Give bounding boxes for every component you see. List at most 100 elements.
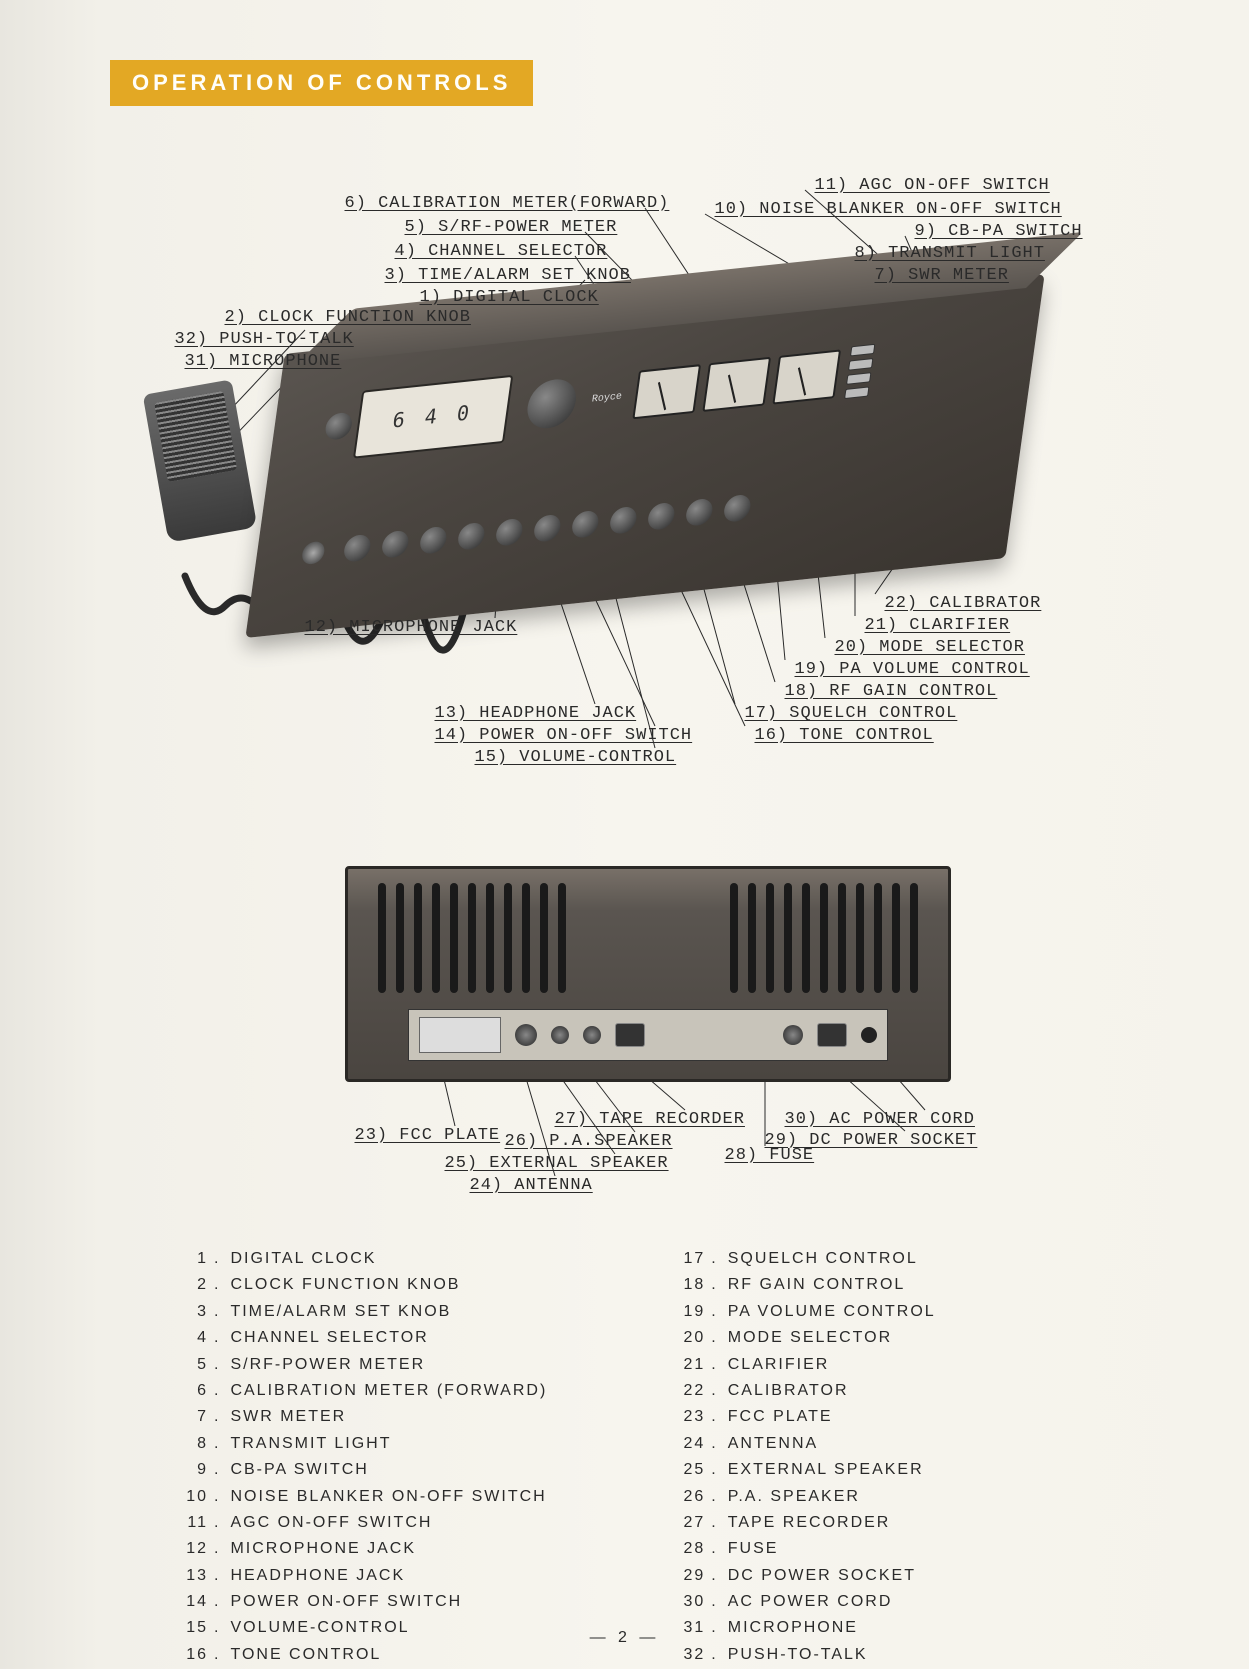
callout-label: 18) RF GAIN CONTROL — [785, 682, 998, 701]
meter-icon — [702, 357, 771, 412]
callout-label: 15) VOLUME-CONTROL — [475, 748, 677, 767]
legend-column-left: 1.DIGITAL CLOCK2.CLOCK FUNCTION KNOB3.TI… — [170, 1246, 547, 1668]
callout-label: 13) HEADPHONE JACK — [435, 704, 637, 723]
fuse-icon — [783, 1025, 803, 1045]
knob-icon — [494, 517, 524, 546]
legend-row: 9.CB-PA SWITCH — [170, 1457, 547, 1483]
callout-label: 25) EXTERNAL SPEAKER — [445, 1154, 669, 1173]
legend-row: 31.MICROPHONE — [667, 1615, 935, 1641]
callout-label: 16) TONE CONTROL — [755, 726, 934, 745]
legend-row: 6.CALIBRATION METER (FORWARD) — [170, 1378, 547, 1404]
callout-label: 31) MICROPHONE — [185, 352, 342, 371]
legend-row: 11.AGC ON-OFF SWITCH — [170, 1510, 547, 1536]
callout-label: 19) PA VOLUME CONTROL — [795, 660, 1030, 679]
legend-row: 7.SWR METER — [170, 1404, 547, 1430]
callout-label: 30) AC POWER CORD — [785, 1110, 975, 1129]
legend-row: 25.EXTERNAL SPEAKER — [667, 1457, 935, 1483]
ac-cord-icon — [861, 1027, 877, 1043]
knob-icon — [456, 521, 486, 550]
callout-label: 10) NOISE BLANKER ON-OFF SWITCH — [715, 200, 1062, 219]
fcc-plate-icon — [419, 1017, 501, 1053]
legend-row: 22.CALIBRATOR — [667, 1378, 935, 1404]
radio-rear-illustration — [345, 866, 951, 1082]
knob-icon — [722, 493, 752, 522]
clock-function-knob-icon — [323, 412, 353, 441]
front-diagram: 6 4 0 Royce — [115, 126, 1175, 816]
callout-label: 7) SWR METER — [875, 266, 1009, 285]
socket-icon — [615, 1023, 645, 1047]
legend-row: 17.SQUELCH CONTROL — [667, 1246, 935, 1272]
knob-icon — [532, 513, 562, 542]
jack-icon — [551, 1026, 569, 1044]
knob-icon — [608, 505, 638, 534]
jack-icon — [583, 1026, 601, 1044]
channel-selector-knob-icon — [524, 377, 579, 431]
legend-column-right: 17.SQUELCH CONTROL18.RF GAIN CONTROL19.P… — [667, 1246, 935, 1668]
callout-label: 26) P.A.SPEAKER — [505, 1132, 673, 1151]
callout-label: 9) CB-PA SWITCH — [915, 222, 1083, 241]
legend-row: 16.TONE CONTROL — [170, 1642, 547, 1668]
brand-label: Royce — [580, 390, 632, 406]
legend-row: 5.S/RF-POWER METER — [170, 1352, 547, 1378]
legend-row: 12.MICROPHONE JACK — [170, 1536, 547, 1562]
callout-label: 5) S/RF-POWER METER — [405, 218, 618, 237]
callout-label: 8) TRANSMIT LIGHT — [855, 244, 1045, 263]
legend-row: 14.POWER ON-OFF SWITCH — [170, 1589, 547, 1615]
knob-icon — [342, 533, 372, 562]
page-number: — 2 — — [590, 1629, 660, 1647]
callout-label: 1) DIGITAL CLOCK — [420, 288, 599, 307]
antenna-jack-icon — [515, 1024, 537, 1046]
callout-label: 2) CLOCK FUNCTION KNOB — [225, 308, 471, 327]
legend-row: 23.FCC PLATE — [667, 1404, 935, 1430]
legend-row: 19.PA VOLUME CONTROL — [667, 1299, 935, 1325]
legend-lists: 1.DIGITAL CLOCK2.CLOCK FUNCTION KNOB3.TI… — [110, 1246, 1179, 1668]
callout-label: 4) CHANNEL SELECTOR — [395, 242, 608, 261]
mic-jack-icon — [300, 540, 325, 565]
legend-row: 32.PUSH-TO-TALK — [667, 1642, 935, 1668]
legend-row: 20.MODE SELECTOR — [667, 1325, 935, 1351]
legend-row: 13.HEADPHONE JACK — [170, 1563, 547, 1589]
callout-label: 24) ANTENNA — [470, 1176, 593, 1195]
legend-row: 18.RF GAIN CONTROL — [667, 1272, 935, 1298]
rear-diagram: 23) FCC PLATE 24) ANTENNA 25) EXTERNAL SPE… — [245, 846, 1045, 1226]
manual-page: OPERATION OF CONTROLS 6 4 0 Royce — [0, 0, 1249, 1669]
legend-row: 26.P.A. SPEAKER — [667, 1484, 935, 1510]
legend-row: 28.FUSE — [667, 1536, 935, 1562]
radio-front-illustration: 6 4 0 Royce — [265, 316, 1025, 596]
legend-row: 27.TAPE RECORDER — [667, 1510, 935, 1536]
callout-label: 29) DC POWER SOCKET — [765, 1131, 978, 1150]
legend-row: 10.NOISE BLANKER ON-OFF SWITCH — [170, 1484, 547, 1510]
meter-icon — [632, 364, 701, 419]
legend-row: 30.AC POWER CORD — [667, 1589, 935, 1615]
legend-row: 15.VOLUME-CONTROL — [170, 1615, 547, 1641]
meter-icon — [772, 350, 841, 405]
callout-label: 14) POWER ON-OFF SWITCH — [435, 726, 693, 745]
callout-label: 3) TIME/ALARM SET KNOB — [385, 266, 631, 285]
knob-icon — [418, 525, 448, 554]
callout-label: 17) SQUELCH CONTROL — [745, 704, 958, 723]
clock-display: 6 4 0 — [352, 375, 512, 459]
switch-bank — [844, 344, 875, 399]
legend-row: 1.DIGITAL CLOCK — [170, 1246, 547, 1272]
legend-row: 3.TIME/ALARM SET KNOB — [170, 1299, 547, 1325]
legend-row: 24.ANTENNA — [667, 1431, 935, 1457]
callout-label: 11) AGC ON-OFF SWITCH — [815, 176, 1050, 195]
callout-label: 27) TAPE RECORDER — [555, 1110, 745, 1129]
callout-label: 21) CLARIFIER — [865, 616, 1011, 635]
callout-label: 20) MODE SELECTOR — [835, 638, 1025, 657]
legend-row: 4.CHANNEL SELECTOR — [170, 1325, 547, 1351]
callout-label: 23) FCC PLATE — [355, 1126, 501, 1145]
dc-socket-icon — [817, 1023, 847, 1047]
callout-label: 22) CALIBRATOR — [885, 594, 1042, 613]
legend-row: 2.CLOCK FUNCTION KNOB — [170, 1272, 547, 1298]
knob-icon — [380, 529, 410, 558]
callout-label: 32) PUSH-TO-TALK — [175, 330, 354, 349]
legend-row: 29.DC POWER SOCKET — [667, 1563, 935, 1589]
legend-row: 21.CLARIFIER — [667, 1352, 935, 1378]
knob-icon — [684, 497, 714, 526]
callout-label: 6) CALIBRATION METER(FORWARD) — [345, 194, 670, 213]
callout-label: 12) MICROPHONE JACK — [305, 618, 518, 637]
knob-icon — [570, 509, 600, 538]
knob-icon — [646, 501, 676, 530]
legend-row: 8.TRANSMIT LIGHT — [170, 1431, 547, 1457]
